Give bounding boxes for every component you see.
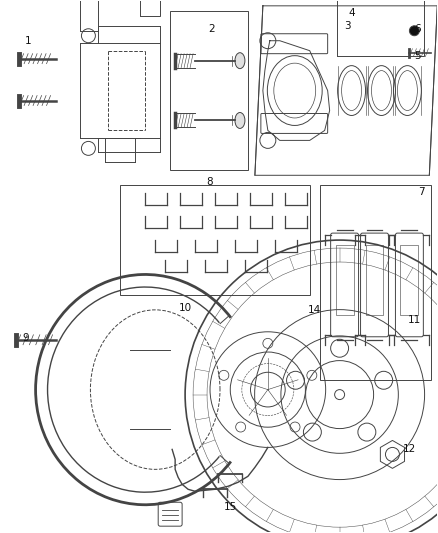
Bar	[400, 245, 418, 315]
Circle shape	[410, 26, 419, 36]
Text: 5: 5	[414, 51, 420, 61]
Bar	[140, 0, 160, 16]
Bar	[120, 185, 310, 295]
Ellipse shape	[235, 53, 245, 69]
Text: 8: 8	[207, 177, 213, 187]
Text: 9: 9	[22, 333, 29, 343]
Bar	[81, 0, 99, 31]
Ellipse shape	[235, 112, 245, 128]
Bar	[320, 185, 431, 379]
Text: 7: 7	[418, 187, 425, 197]
Text: 2: 2	[209, 24, 215, 34]
Bar	[336, 245, 353, 315]
Text: 14: 14	[308, 305, 321, 315]
Text: 11: 11	[408, 315, 421, 325]
Text: 10: 10	[179, 303, 192, 313]
Text: 4: 4	[348, 8, 355, 18]
Text: 1: 1	[25, 36, 32, 46]
Text: 12: 12	[403, 445, 416, 455]
Text: 3: 3	[344, 21, 351, 31]
Text: 15: 15	[223, 502, 237, 512]
Bar	[366, 245, 384, 315]
Text: 6: 6	[414, 24, 420, 34]
Bar	[337, 0, 424, 55]
Bar	[170, 11, 248, 171]
